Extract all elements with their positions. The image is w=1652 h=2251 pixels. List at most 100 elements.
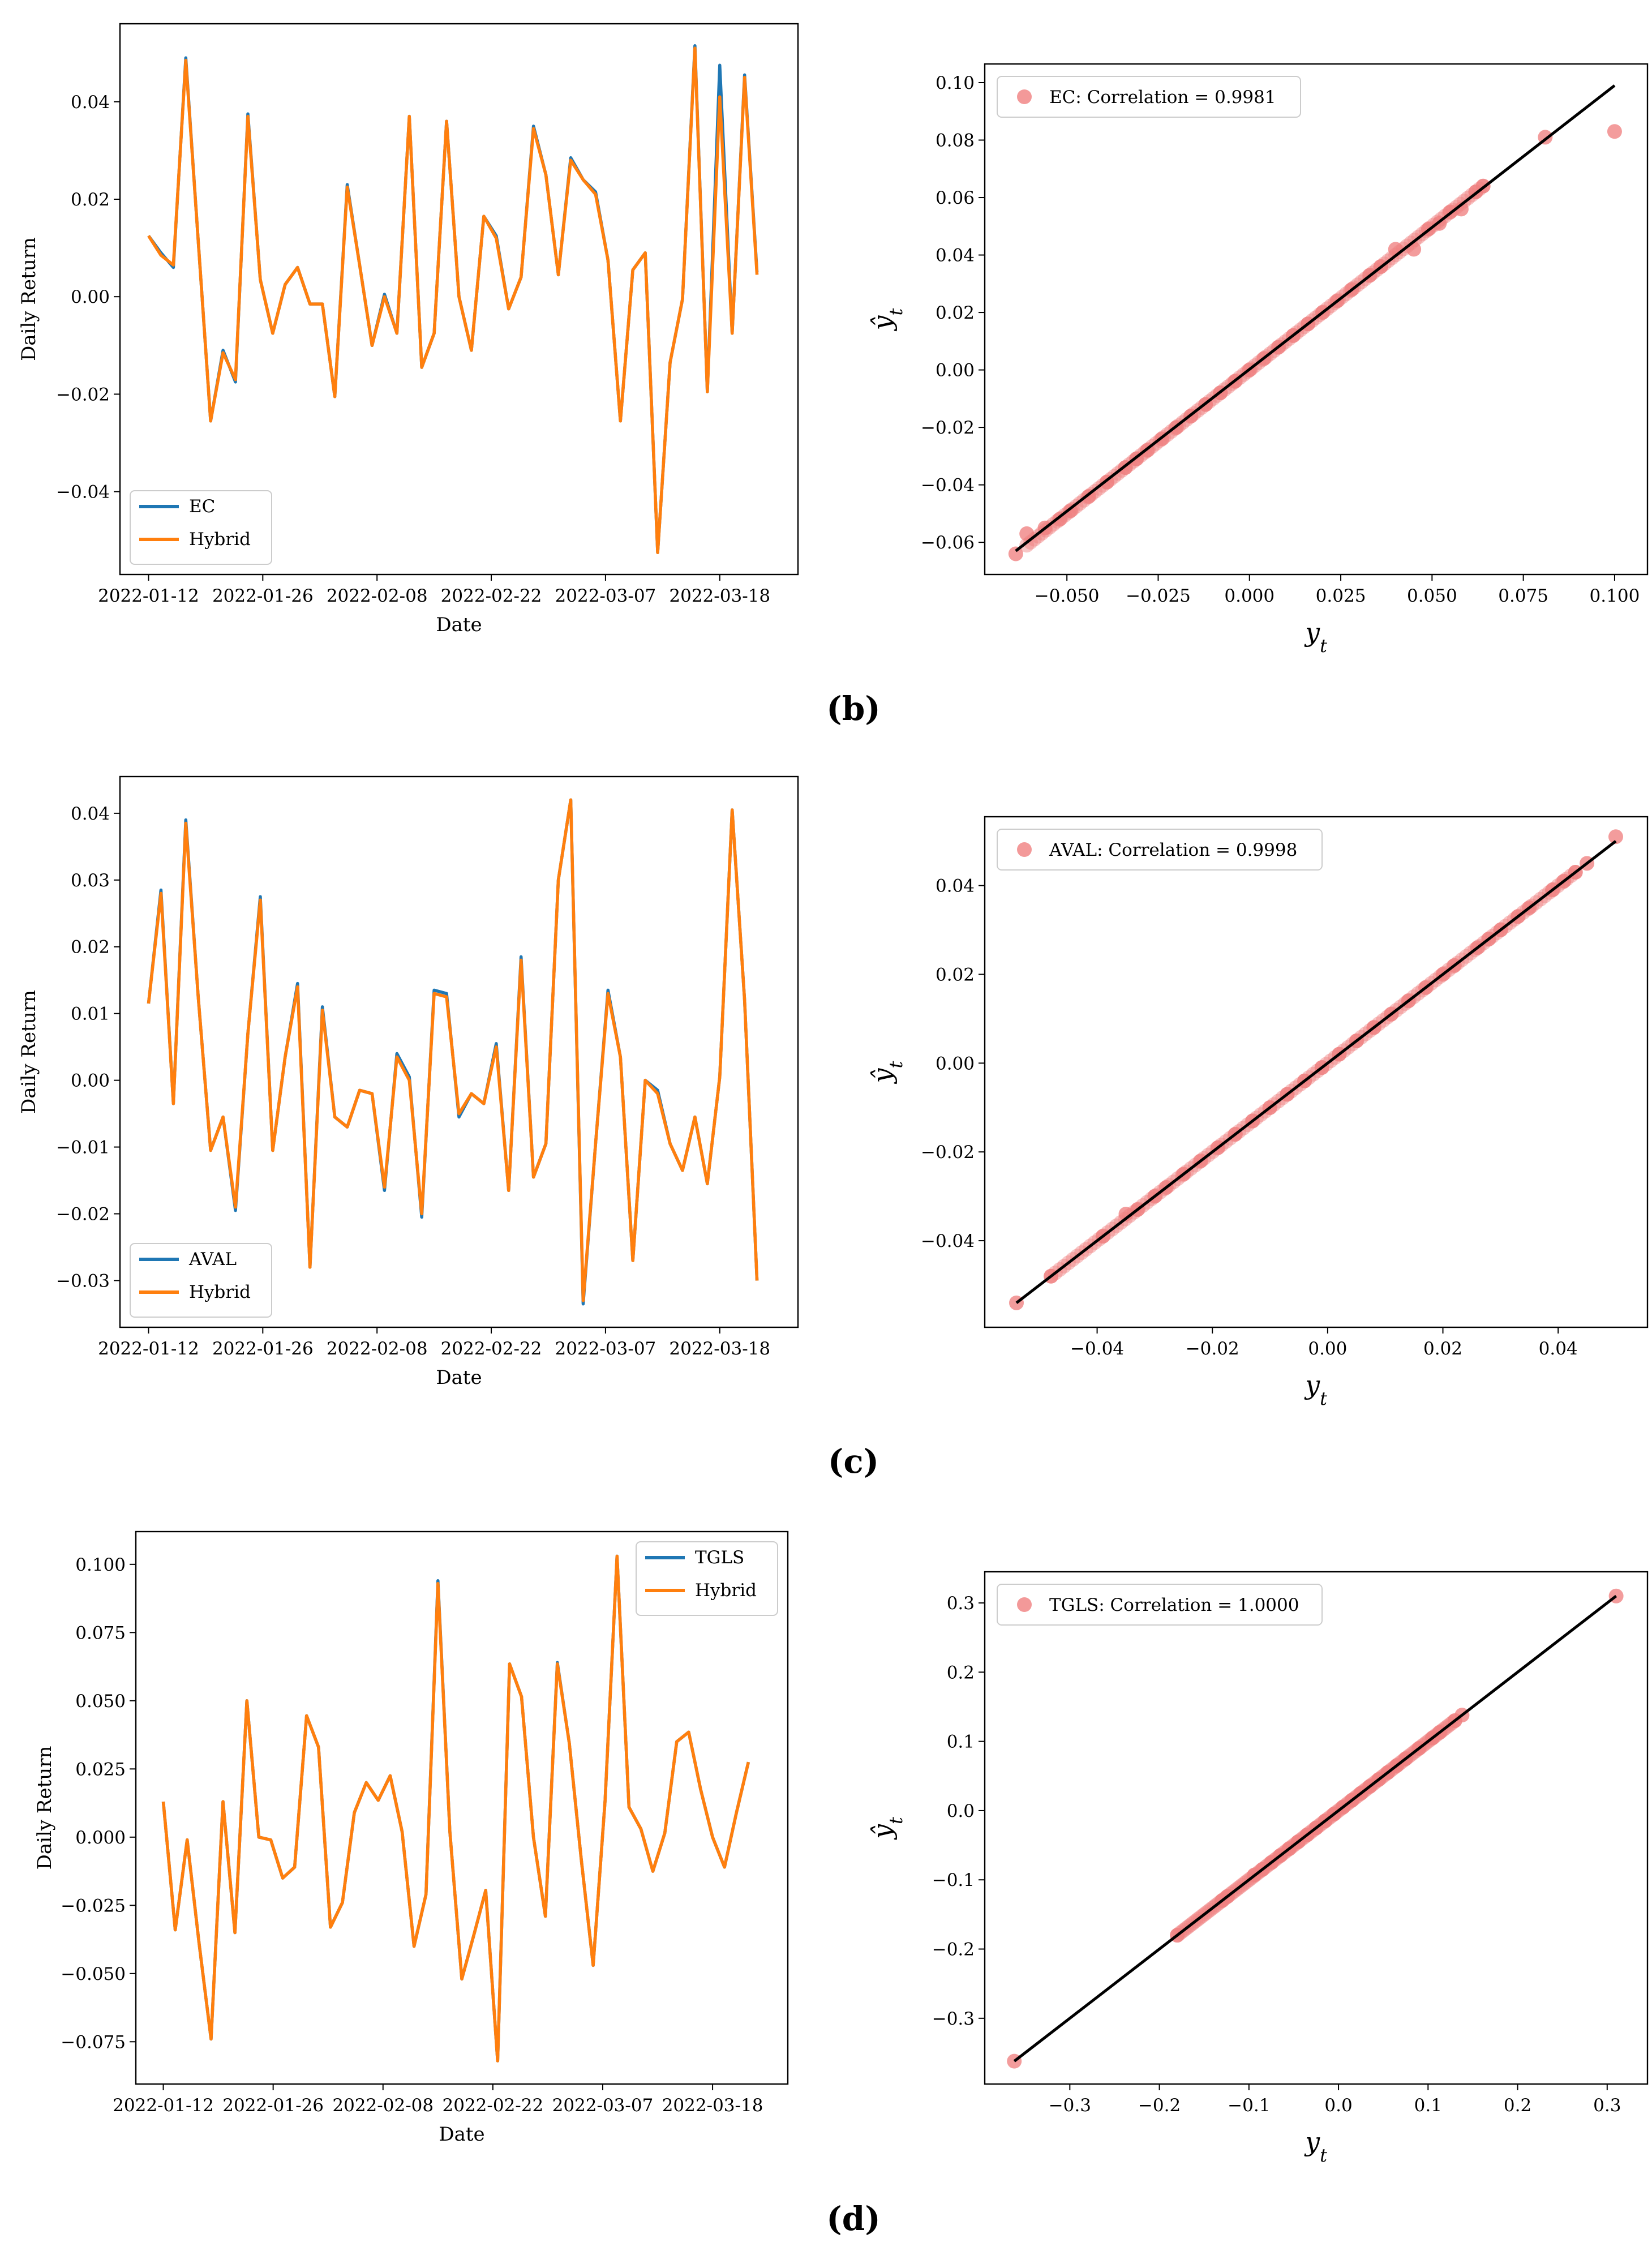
y-axis-label: ŷt — [867, 1817, 907, 1840]
charts-layer: −0.04 −0.02 0.00 0.02 0.04 2022-01-12 2022-01-… — [18, 23, 1649, 2166]
legend-label: Hybrid — [189, 1282, 251, 1302]
scatter-point — [1118, 1206, 1134, 1221]
y-tick-label: 0.100 — [75, 1555, 126, 1575]
y-tick-label: 0.04 — [71, 804, 110, 824]
y-tick-label: 0.050 — [75, 1691, 126, 1712]
y-axis-label-group: ŷt — [867, 1817, 907, 1840]
legend-box — [997, 829, 1323, 871]
fit-line — [1013, 1594, 1617, 2063]
y-tick-label: −0.06 — [921, 533, 975, 553]
x-tick-label: 2022-03-18 — [669, 1339, 770, 1359]
y-tick-label: 0.10 — [936, 73, 975, 93]
x-axis-label: Date — [439, 2123, 484, 2146]
x-tick-label: 0.075 — [1498, 586, 1548, 606]
scatter-point — [1027, 531, 1042, 547]
legend: TGLS: Correlation = 1.0000 — [997, 1584, 1323, 1626]
series-line-hybrid — [147, 46, 759, 555]
y-tick-label: −0.025 — [61, 1896, 126, 1916]
series-line-hybrid — [161, 1554, 750, 2063]
x-tick-label: 2022-02-08 — [327, 586, 428, 606]
x-tick-label: 0.050 — [1407, 586, 1457, 606]
legend-label: TGLS — [695, 1547, 744, 1568]
x-tick-label: 0.00 — [1308, 1339, 1347, 1359]
y-tick-label: 0.02 — [71, 937, 110, 958]
x-axis-label-group: yt — [1304, 617, 1327, 657]
y-tick-label: 0.1 — [947, 1732, 975, 1752]
y-tick-label: 0.02 — [936, 303, 975, 323]
x-tick-label: 0.2 — [1504, 2095, 1531, 2116]
x-tick-label: 2022-03-07 — [555, 586, 656, 606]
x-axis-label: yt — [1304, 617, 1327, 657]
scatter-point — [1023, 534, 1038, 550]
legend-swatch-point — [1017, 89, 1032, 104]
legend: EC Hybrid — [130, 490, 272, 565]
y-tick-label: 0.04 — [936, 246, 975, 266]
y-tick-label: −0.1 — [932, 1870, 975, 1890]
x-tick-label: 2022-01-26 — [212, 1339, 314, 1359]
chart-5: −0.3 −0.2 −0.1 0.0 0.1 0.2 0.3 −0.3 −0.2 −0.1 0.0 0… — [867, 1571, 1649, 2166]
x-tick-label: 0.02 — [1423, 1339, 1462, 1359]
legend-label: Hybrid — [695, 1580, 757, 1601]
y-tick-label: 0.02 — [936, 964, 975, 985]
legend-box — [130, 1243, 272, 1318]
y-tick-label: 0.2 — [947, 1662, 975, 1683]
chart-3: −0.04 −0.02 0.00 0.02 0.04 −0.04 −0.02 0.00 0.02… — [867, 816, 1649, 1409]
y-tick-label: 0.04 — [71, 92, 110, 113]
y-axis-label-group: ŷt — [867, 308, 907, 331]
chart-4: −0.075 −0.050 −0.025 0.000 0.025 0.050 0.075 0.… — [33, 1530, 789, 2146]
y-tick-label: 0.04 — [936, 876, 975, 897]
legend: AVAL: Correlation = 0.9998 — [997, 829, 1323, 871]
y-tick-label: −0.02 — [921, 418, 975, 438]
fit-line — [1015, 840, 1617, 1304]
y-tick-label: −0.01 — [56, 1138, 110, 1158]
legend-label: Hybrid — [189, 529, 251, 550]
y-tick-label: 0.0 — [947, 1801, 975, 1821]
x-tick-label: 2022-02-22 — [441, 586, 542, 606]
y-tick-label: −0.04 — [56, 482, 110, 503]
x-tick-label: 2022-01-12 — [113, 2095, 214, 2116]
y-tick-label: 0.03 — [71, 871, 110, 891]
x-tick-label: 2022-03-07 — [555, 1339, 656, 1359]
axes-frame — [984, 1571, 1649, 2085]
legend-box — [997, 1584, 1323, 1626]
x-tick-label: 2022-03-18 — [662, 2095, 763, 2116]
legend: TGLS Hybrid — [636, 1541, 778, 1616]
scatter-point — [1019, 538, 1035, 553]
x-axis-label: Date — [436, 1366, 482, 1389]
x-axis-label: Date — [436, 614, 482, 636]
legend-label: EC — [189, 496, 215, 517]
panel-label-d: (d) — [826, 2199, 880, 2238]
y-axis-label: ŷt — [867, 1061, 907, 1084]
x-tick-label: 2022-01-26 — [222, 2095, 324, 2116]
legend-swatch-point — [1017, 842, 1032, 857]
x-tick-label: −0.02 — [1186, 1339, 1239, 1359]
y-axis-label: Daily Return — [18, 990, 40, 1114]
scatter-point — [1031, 529, 1046, 544]
legend-label: TGLS: Correlation = 1.0000 — [1049, 1595, 1299, 1615]
chart-2: −0.03 −0.02 −0.01 0.00 0.01 0.02 0.03 0.04 2022-… — [18, 775, 799, 1389]
scatter-point — [1019, 526, 1035, 541]
legend: EC: Correlation = 0.9981 — [997, 76, 1301, 118]
y-tick-label: 0.00 — [936, 361, 975, 381]
scatter-point — [1035, 526, 1050, 541]
x-tick-label: −0.3 — [1049, 2095, 1091, 2116]
y-tick-label: −0.02 — [56, 384, 110, 405]
scatter-point — [1008, 546, 1023, 561]
legend: AVAL Hybrid — [130, 1243, 272, 1318]
legend-box — [130, 490, 272, 565]
y-tick-label: 0.000 — [75, 1828, 126, 1848]
x-axis-label-group: yt — [1304, 2126, 1327, 2166]
panel-label-b: (b) — [826, 689, 880, 728]
legend-label: AVAL — [188, 1249, 237, 1270]
chart-0: −0.04 −0.02 0.00 0.02 0.04 2022-01-12 2022-01-… — [18, 23, 799, 636]
x-tick-label: −0.04 — [1070, 1339, 1124, 1359]
y-axis-label: ŷt — [867, 308, 907, 331]
y-tick-label: −0.04 — [921, 475, 975, 496]
y-tick-label: 0.00 — [71, 1071, 110, 1091]
y-axis-label: Daily Return — [18, 237, 40, 361]
x-tick-label: 2022-02-22 — [441, 1339, 542, 1359]
x-tick-label: 2022-01-12 — [98, 1339, 199, 1359]
y-tick-label: −0.3 — [932, 2009, 975, 2029]
legend-swatch-point — [1017, 1597, 1032, 1612]
axes-frame — [984, 63, 1649, 576]
